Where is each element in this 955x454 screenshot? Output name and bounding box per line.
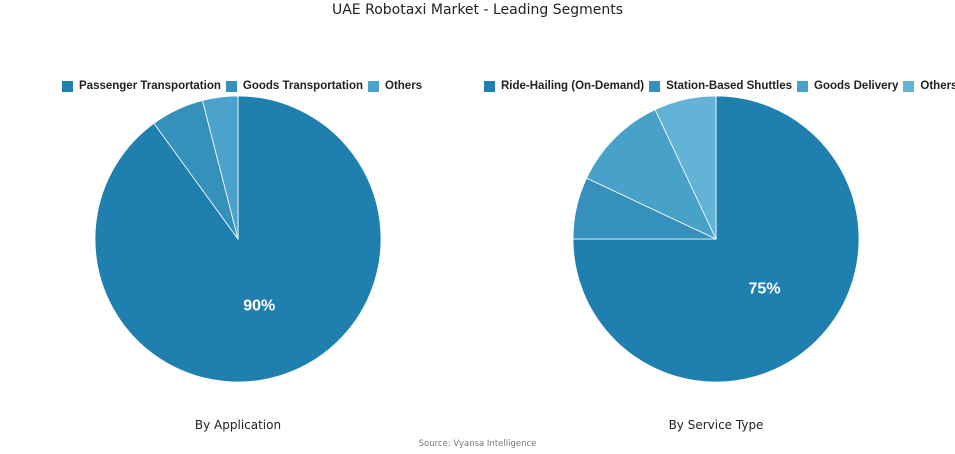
source-note: Source: Vyansa Intelligence [418,439,537,449]
legend-swatch [62,80,73,92]
legend-label: Ride-Hailing (On-Demand) [501,80,645,92]
legend-item: Passenger Transportation [62,80,221,92]
legend-label: Station-Based Shuttles [666,80,793,92]
legend-service-type: Ride-Hailing (On-Demand) Station-Based Sh… [484,80,955,92]
legend-item: Station-Based Shuttles [649,80,792,92]
legend-item: Goods Delivery [797,80,898,92]
legend-label: Others [385,80,423,92]
pie-slice [201,95,239,240]
pie-slice [572,95,860,383]
legend-item: Ride-Hailing (On-Demand) [484,80,644,92]
legend-application: Passenger Transportation Goods Transporta… [62,80,427,92]
pie-slice [654,95,717,240]
legend-label: Others [920,80,955,92]
chart-title: UAE Robotaxi Market - Leading Segments [331,2,624,18]
legend-label: Goods Transportation [242,80,363,92]
legend-item: Others [368,80,422,92]
subtitle-application: By Application [194,418,282,432]
subtitle-service-type: By Service Type [668,418,764,432]
pie-slice [586,109,717,240]
legend-label: Passenger Transportation [79,80,221,92]
legend-swatch [797,80,809,92]
legend-item: Goods Transportation [225,80,363,92]
legend-label: Goods Delivery [814,80,899,92]
legend-swatch [368,80,379,92]
legend-swatch [649,80,661,92]
legend-swatch [903,80,915,92]
legend-swatch [484,80,495,92]
legend-item: Others [903,80,955,92]
pie-application: 90% [94,95,382,383]
data-label: 75% [749,281,781,298]
legend-swatch [225,80,237,92]
pie-service-type: 75% [572,95,860,383]
data-label: 90% [243,297,275,314]
